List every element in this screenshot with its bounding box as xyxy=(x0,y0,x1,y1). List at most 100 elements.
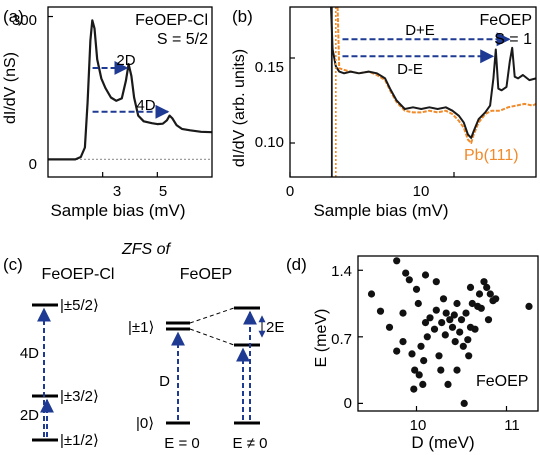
scatter-point xyxy=(484,316,493,324)
scatter-point xyxy=(402,269,410,277)
panel-b-tag: (b) xyxy=(232,7,253,26)
panel-b-xlabel: Sample bias (mV) xyxy=(313,201,448,220)
scatter-point xyxy=(459,342,467,350)
series-line xyxy=(48,19,213,161)
scatter-point xyxy=(399,309,407,317)
panel-d-ytick-label: 0 xyxy=(344,395,352,412)
scatter-point xyxy=(432,278,440,286)
panel-a: (a) dI/dV (nS) Sample bias (mV) 300 0 3 … xyxy=(2,6,213,220)
scatter-point xyxy=(483,283,491,291)
panel-d-xtick-labels: 10 11 xyxy=(410,417,520,434)
panel-d: (d) E (meV) D (meV) 1.4 0.7 0 10 11 FeOE… xyxy=(286,255,539,452)
scatter-point xyxy=(410,385,418,393)
panel-c-tag: (c) xyxy=(3,255,23,274)
panel-a-molecule: FeOEP-Cl xyxy=(135,12,208,29)
scatter-point xyxy=(460,399,468,407)
panel-a-xtick-label: 3 xyxy=(113,183,121,200)
panel-a-xtick-label: 5 xyxy=(159,183,167,200)
panel-a-ytick-label: 300 xyxy=(12,12,37,29)
connector-upper xyxy=(189,307,235,324)
scatter-point xyxy=(432,306,440,314)
scatter-point xyxy=(408,350,416,358)
panel-d-annotation: FeOEP xyxy=(476,373,528,390)
scatter-point xyxy=(448,323,457,331)
scatter-point xyxy=(405,276,413,284)
panel-c-left-title: FeOEP-Cl xyxy=(42,266,115,283)
level-label-pm1: |±1⟩ xyxy=(128,319,154,336)
scatter-point xyxy=(438,319,446,327)
scatter-point xyxy=(462,309,470,317)
scatter-point xyxy=(456,328,464,336)
scatter-point xyxy=(477,304,485,312)
scatter-point xyxy=(393,257,401,265)
panel-a-arrow-label-4d: 4D xyxy=(136,97,155,114)
scatter-point xyxy=(423,333,431,341)
scatter-point xyxy=(414,299,422,308)
scatter-point xyxy=(446,316,454,324)
panel-a-xtick-labels: 3 5 xyxy=(113,183,167,200)
panel-c: (c) ZFS of FeOEP-Cl FeOEP |±5/2⟩ |±3/2⟩ … xyxy=(3,241,284,452)
panel-d-tag: (d) xyxy=(286,255,307,274)
scatter-point xyxy=(480,278,488,286)
scatter-point xyxy=(468,299,476,308)
scatter-point xyxy=(451,338,459,346)
scatter-point xyxy=(421,319,430,327)
panel-b: (b) dI/dV (arb. units) Sample bias (mV) … xyxy=(231,6,537,220)
panel-b-ylabel: dI/dV (arb. units) xyxy=(231,49,248,167)
scatter-point xyxy=(415,371,423,379)
panel-a-ylabel: dI/dV (nS) xyxy=(2,52,19,124)
scatter-point xyxy=(437,366,445,374)
panel-b-ytick-labels: 0.15 0.10 xyxy=(255,59,284,151)
panel-b-molecule: FeOEP xyxy=(480,12,532,29)
panel-b-ytick-label: 0.10 xyxy=(255,134,284,151)
level-label-pm1-2: |±1/2⟩ xyxy=(60,432,99,449)
scatter-point xyxy=(439,295,448,303)
gap-label-2e: 2E xyxy=(266,319,284,336)
scatter-point xyxy=(417,342,425,350)
panel-b-xtick-label: 0 xyxy=(286,183,294,200)
panel-d-plot xyxy=(358,257,533,411)
panel-d-xtick-label: 11 xyxy=(504,417,520,434)
panel-b-ytick-label: 0.15 xyxy=(255,59,284,76)
scatter-point xyxy=(430,325,439,333)
scatter-point xyxy=(393,347,401,355)
scatter-point xyxy=(376,307,385,315)
panel-b-arrow-label-dme: D-E xyxy=(397,61,423,78)
panel-a-arrow-label-2d: 2D xyxy=(116,52,135,69)
scatter-point xyxy=(453,366,461,374)
scatter-point xyxy=(466,283,475,291)
scatter-point xyxy=(421,271,430,279)
panel-d-ytick-labels: 1.4 0.7 0 xyxy=(331,263,352,412)
scatter-point xyxy=(442,309,450,317)
panel-c-right-title: FeOEP xyxy=(180,266,232,283)
panel-b-xtick-labels: 0 10 xyxy=(286,183,430,200)
scatter-point xyxy=(399,338,407,346)
scatter-point xyxy=(441,331,449,339)
gap-label-4d: 4D xyxy=(20,345,39,362)
scatter-point xyxy=(412,285,421,293)
panel-a-frame xyxy=(47,6,213,178)
scatter-point xyxy=(471,325,479,333)
panel-b-xtick-label: 10 xyxy=(413,183,430,200)
panel-c-heading: ZFS of xyxy=(121,241,172,258)
scatter-point xyxy=(453,299,461,308)
scatter-point xyxy=(450,311,458,319)
scatter-point xyxy=(486,290,494,298)
level-label-zero: |0⟩ xyxy=(136,415,154,432)
panel-a-plot xyxy=(48,15,213,177)
scatter-point xyxy=(525,302,533,310)
scatter-point xyxy=(492,295,500,303)
panel-d-xtick-label: 10 xyxy=(410,417,427,434)
condition-e-zero: E = 0 xyxy=(164,435,199,452)
level-label-pm3-2: |±3/2⟩ xyxy=(60,388,99,405)
scatter-point xyxy=(457,316,466,324)
panel-a-ytick-labels: 300 0 xyxy=(12,12,37,173)
gap-label-d: D xyxy=(159,373,170,390)
panel-b-arrow-label-dpe: D+E xyxy=(405,22,435,39)
scatter-point xyxy=(420,357,428,365)
panel-d-ylabel: E (meV) xyxy=(313,309,330,368)
panel-a-tag: (a) xyxy=(3,7,24,26)
connector-lower xyxy=(189,328,235,346)
condition-e-nonzero: E ≠ 0 xyxy=(233,435,268,452)
